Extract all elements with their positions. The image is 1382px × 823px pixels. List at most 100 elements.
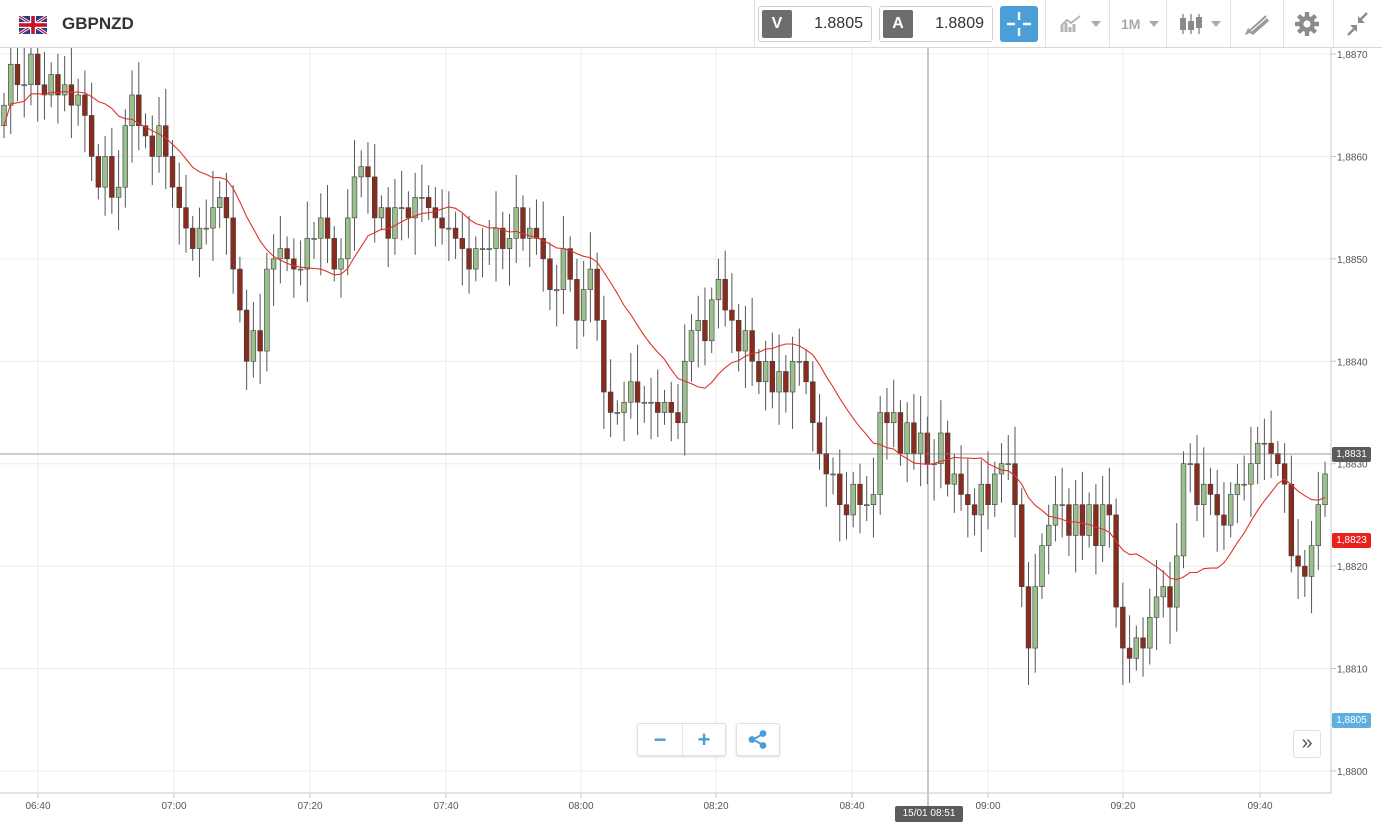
candle-body-down bbox=[547, 258, 553, 290]
candle-body-up bbox=[1039, 545, 1045, 587]
candle-body-up bbox=[297, 268, 304, 271]
candle bbox=[250, 301, 257, 378]
candle bbox=[648, 377, 654, 440]
share-button[interactable] bbox=[736, 723, 780, 756]
candle-body-up bbox=[1187, 463, 1193, 466]
candlestick-icon bbox=[1180, 14, 1202, 34]
candle bbox=[1268, 410, 1274, 479]
candle bbox=[190, 215, 196, 261]
candle-body-down bbox=[965, 494, 971, 505]
timeframe-button[interactable] bbox=[1112, 6, 1164, 42]
candle bbox=[243, 289, 250, 390]
candle-body-down bbox=[675, 412, 681, 424]
candle-body-up bbox=[1052, 504, 1059, 526]
candle-body-up bbox=[742, 330, 749, 352]
candle bbox=[230, 185, 236, 294]
candle-body-down bbox=[190, 227, 196, 249]
candle bbox=[1234, 463, 1241, 524]
settings-button[interactable] bbox=[1288, 6, 1326, 42]
candle bbox=[1167, 562, 1173, 644]
candle bbox=[985, 451, 991, 530]
zoom-out-button[interactable]: − bbox=[638, 724, 683, 755]
candle bbox=[971, 488, 978, 536]
price-chart[interactable]: 1,8800 1,8810 1,8820 1,8830 1,8840 1,8850 1,88… bbox=[0, 48, 1382, 823]
candle bbox=[324, 185, 331, 263]
zoom-in-button[interactable]: + bbox=[697, 727, 711, 752]
candle bbox=[311, 221, 317, 259]
candle bbox=[749, 297, 755, 386]
candle bbox=[210, 170, 216, 261]
candle bbox=[297, 240, 304, 286]
sell-price-button[interactable]: V 1.8805 bbox=[758, 6, 872, 42]
candle bbox=[580, 260, 587, 337]
chart-type-line-button[interactable] bbox=[1050, 6, 1106, 42]
candle-body-up bbox=[917, 432, 924, 454]
price-tick-label: 1,8830 bbox=[1337, 460, 1368, 471]
candle-body-down bbox=[769, 360, 776, 393]
candle-body-down bbox=[911, 422, 917, 454]
price-tick-label: 1,8820 bbox=[1337, 562, 1368, 573]
candle bbox=[1133, 625, 1140, 671]
candle bbox=[810, 361, 816, 452]
candle-body-up bbox=[210, 207, 216, 229]
candle-body-down bbox=[1281, 463, 1288, 485]
candle bbox=[1227, 482, 1234, 538]
crosshair-price-label: 1,8831 bbox=[1332, 447, 1371, 462]
candle bbox=[55, 54, 61, 124]
candle-body-down bbox=[749, 330, 755, 362]
candle-body-down bbox=[803, 360, 809, 383]
price-tick-label: 1,8850 bbox=[1337, 255, 1368, 266]
candle-body-down bbox=[223, 197, 230, 219]
candle-body-up bbox=[560, 248, 567, 290]
candle-body-up bbox=[628, 381, 634, 403]
drawing-tools-button[interactable] bbox=[1236, 6, 1276, 42]
candle-body-down bbox=[291, 258, 297, 270]
candle bbox=[776, 334, 782, 425]
collapse-chart-button[interactable] bbox=[1338, 6, 1376, 42]
candle-body-down bbox=[385, 207, 391, 239]
buy-price-button[interactable]: A 1.8809 bbox=[879, 6, 993, 42]
candle-body-up bbox=[553, 289, 560, 291]
candle bbox=[830, 457, 836, 495]
candle-body-down bbox=[1126, 647, 1133, 659]
price-tick-label: 1,8840 bbox=[1337, 357, 1368, 368]
candle bbox=[904, 402, 910, 483]
candlestick-type-button[interactable] bbox=[1170, 6, 1226, 42]
candle bbox=[122, 109, 129, 208]
candle bbox=[715, 258, 722, 329]
candle-body-up bbox=[587, 268, 594, 290]
candle bbox=[156, 97, 162, 173]
scroll-to-latest-button[interactable]: » bbox=[1293, 730, 1321, 758]
candle-body-down bbox=[540, 238, 546, 260]
candle bbox=[419, 164, 425, 222]
candle-body-up bbox=[830, 473, 836, 476]
candle-body-down bbox=[459, 238, 466, 249]
candle-body-up bbox=[762, 360, 769, 383]
candle-body-down bbox=[1140, 637, 1146, 649]
candle-body-up bbox=[1227, 494, 1234, 526]
candle bbox=[1140, 617, 1146, 677]
candle bbox=[641, 385, 648, 423]
candle bbox=[264, 252, 270, 372]
candle bbox=[1052, 476, 1059, 542]
candle bbox=[163, 88, 169, 190]
candle-body-down bbox=[783, 371, 789, 393]
candle-body-down bbox=[843, 504, 850, 516]
candle-body-up bbox=[796, 360, 803, 363]
candle-body-down bbox=[857, 483, 863, 505]
candle bbox=[540, 201, 546, 292]
candle bbox=[371, 144, 378, 243]
candle bbox=[284, 236, 290, 272]
candle-body-down bbox=[601, 320, 607, 393]
line-chart-icon bbox=[1060, 15, 1081, 32]
candle bbox=[378, 195, 385, 231]
candle-body-up bbox=[378, 207, 385, 219]
crosshair-button[interactable] bbox=[1000, 6, 1038, 42]
candle bbox=[1254, 426, 1261, 485]
zoom-controls: − + bbox=[637, 723, 726, 756]
candle bbox=[1147, 588, 1153, 665]
candle-body-up bbox=[270, 258, 277, 270]
candle bbox=[803, 348, 809, 395]
candle bbox=[1126, 615, 1133, 683]
candle-body-down bbox=[439, 217, 445, 229]
